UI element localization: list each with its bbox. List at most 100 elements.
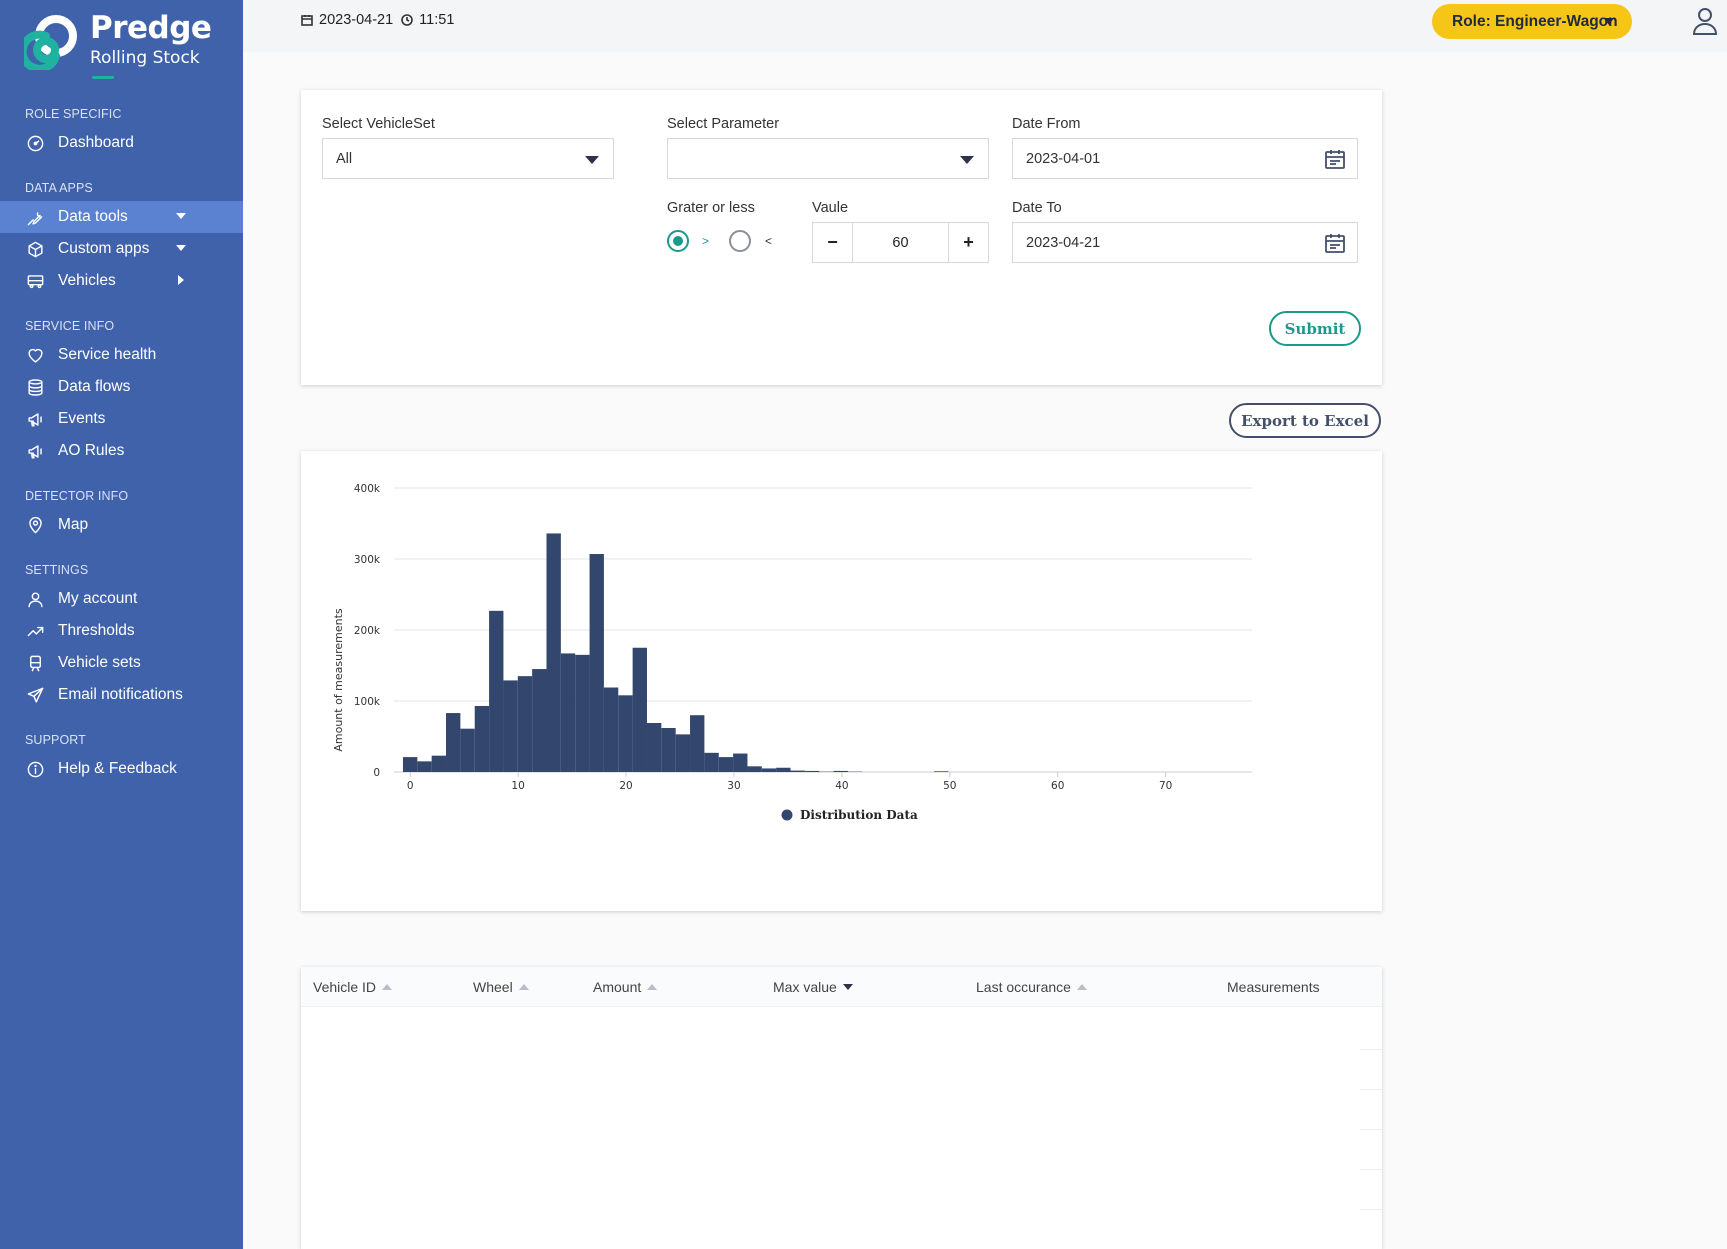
- column-vehicle-id[interactable]: Vehicle ID: [313, 979, 393, 995]
- sidebar-item-vehicles[interactable]: Vehicles: [0, 265, 243, 297]
- train-icon: [25, 653, 45, 673]
- histogram-bar: [589, 554, 604, 772]
- sidebar-item-email-notifications[interactable]: Email notifications: [0, 679, 243, 711]
- calendar-icon[interactable]: [1324, 148, 1346, 170]
- histogram-bar: [632, 647, 647, 772]
- sidebar-item-data-flows[interactable]: Data flows: [0, 371, 243, 403]
- measurements-table: Vehicle ID Wheel Amount Max value Last o…: [301, 967, 1382, 1249]
- sidebar-item-label: Thresholds: [58, 622, 135, 639]
- calendar-icon: [301, 15, 313, 26]
- value-label: Vaule: [812, 200, 849, 216]
- less-radio[interactable]: [729, 230, 751, 252]
- histogram-bar: [776, 767, 791, 772]
- histogram-bar: [489, 610, 504, 772]
- histogram-bar: [503, 680, 518, 772]
- sidebar-item-label: Help & Feedback: [58, 760, 177, 777]
- sidebar-item-map[interactable]: Map: [0, 509, 243, 541]
- main-content: Select VehicleSet All Select Parameter D…: [243, 52, 1727, 1249]
- date-to-input[interactable]: 2023-04-21: [1012, 222, 1358, 263]
- sidebar-item-custom-apps[interactable]: Custom apps: [0, 233, 243, 265]
- histogram-bar: [460, 728, 475, 772]
- sidebar-item-label: Vehicles: [58, 272, 116, 289]
- vehicleset-value: All: [336, 150, 353, 167]
- logo[interactable]: Predge Rolling Stock: [24, 10, 224, 82]
- histogram-bar: [675, 734, 691, 772]
- section-settings: SETTINGS: [25, 563, 89, 577]
- increment-button[interactable]: +: [963, 232, 974, 252]
- user-account-icon[interactable]: [1691, 6, 1719, 36]
- topbar: 2023-04-21 11:51 Role: Engineer-Wagon: [243, 0, 1727, 52]
- histogram-bar: [704, 752, 719, 772]
- histogram-bar: [747, 766, 762, 772]
- section-support: SUPPORT: [25, 733, 86, 747]
- vehicleset-label: Select VehicleSet: [322, 116, 435, 132]
- calendar-icon[interactable]: [1324, 232, 1346, 254]
- decrement-button[interactable]: −: [827, 232, 838, 252]
- legend-label: Distribution Data: [800, 808, 918, 822]
- sidebar-item-thresholds[interactable]: Thresholds: [0, 615, 243, 647]
- sidebar-item-label: Data flows: [58, 378, 131, 395]
- chevron-down-icon: [176, 213, 186, 219]
- row-divider: [1360, 1129, 1382, 1130]
- export-excel-button[interactable]: Export to Excel: [1229, 403, 1381, 438]
- paper-plane-icon: [25, 685, 45, 705]
- histogram-bar: [733, 753, 748, 772]
- predge-logo-icon: [24, 15, 77, 70]
- megaphone-icon: [25, 441, 45, 461]
- column-label: Wheel: [473, 979, 513, 995]
- histogram-bar: [690, 715, 705, 772]
- column-max-value[interactable]: Max value: [773, 979, 853, 995]
- column-measurements: Measurements: [1227, 979, 1320, 995]
- sidebar-item-ao-rules[interactable]: AO Rules: [0, 435, 243, 467]
- wrench-icon: [25, 207, 45, 227]
- x-tick-label: 0: [407, 780, 414, 792]
- y-tick-label: 200k: [354, 625, 381, 637]
- histogram-bar: [646, 723, 662, 772]
- row-divider: [1360, 1089, 1382, 1090]
- sidebar-item-label: Email notifications: [58, 686, 183, 703]
- x-tick-label: 10: [511, 780, 524, 792]
- role-label: Role: Engineer-Wagon: [1452, 12, 1618, 30]
- histogram-bar: [431, 755, 447, 772]
- sidebar-item-my-account[interactable]: My account: [0, 583, 243, 615]
- histogram-bar: [560, 653, 576, 772]
- chevron-down-icon: [1604, 18, 1614, 25]
- histogram-bar: [790, 770, 805, 772]
- sidebar-item-dashboard[interactable]: Dashboard: [0, 127, 243, 159]
- column-label: Amount: [593, 979, 642, 995]
- column-label: Vehicle ID: [313, 979, 377, 995]
- parameter-select[interactable]: [667, 138, 989, 179]
- date-from-label: Date From: [1012, 116, 1081, 132]
- sidebar-item-vehicle-sets[interactable]: Vehicle sets: [0, 647, 243, 679]
- histogram-bar: [575, 654, 590, 772]
- greater-radio[interactable]: [667, 230, 689, 252]
- column-amount[interactable]: Amount: [593, 979, 658, 995]
- column-wheel[interactable]: Wheel: [473, 979, 529, 995]
- chevron-right-icon: [178, 275, 184, 285]
- brand-underline: [92, 76, 114, 79]
- brand-title: Predge: [90, 10, 212, 46]
- column-last-occurance[interactable]: Last occurance: [976, 979, 1087, 995]
- sidebar-item-help-feedback[interactable]: Help & Feedback: [0, 753, 243, 785]
- legend-marker: [781, 809, 793, 821]
- sidebar: Predge Rolling Stock ROLE SPECIFIC Dashb…: [0, 0, 243, 1249]
- submit-button[interactable]: Submit: [1269, 311, 1361, 346]
- user-icon: [25, 589, 45, 609]
- bus-icon: [25, 271, 45, 291]
- role-dropdown[interactable]: Role: Engineer-Wagon: [1432, 4, 1632, 39]
- histogram-bar: [804, 770, 820, 772]
- section-data-apps: DATA APPS: [25, 181, 93, 195]
- vehicleset-select[interactable]: All: [322, 138, 614, 179]
- sidebar-item-data-tools[interactable]: Data tools: [0, 201, 243, 233]
- value-input[interactable]: 60: [852, 223, 949, 262]
- sidebar-item-label: Service health: [58, 346, 157, 363]
- parameter-label: Select Parameter: [667, 116, 780, 132]
- date-from-input[interactable]: 2023-04-01: [1012, 138, 1358, 179]
- sidebar-item-service-health[interactable]: Service health: [0, 339, 243, 371]
- sidebar-item-label: Data tools: [58, 208, 128, 225]
- sidebar-item-label: Dashboard: [58, 134, 134, 151]
- database-icon: [25, 377, 45, 397]
- sidebar-item-events[interactable]: Events: [0, 403, 243, 435]
- histogram-bar: [546, 533, 561, 772]
- distribution-chart: 0 100k 200k 300k 400k 0 10 20 30 40 50 60 70 Amount o…: [332, 483, 1252, 822]
